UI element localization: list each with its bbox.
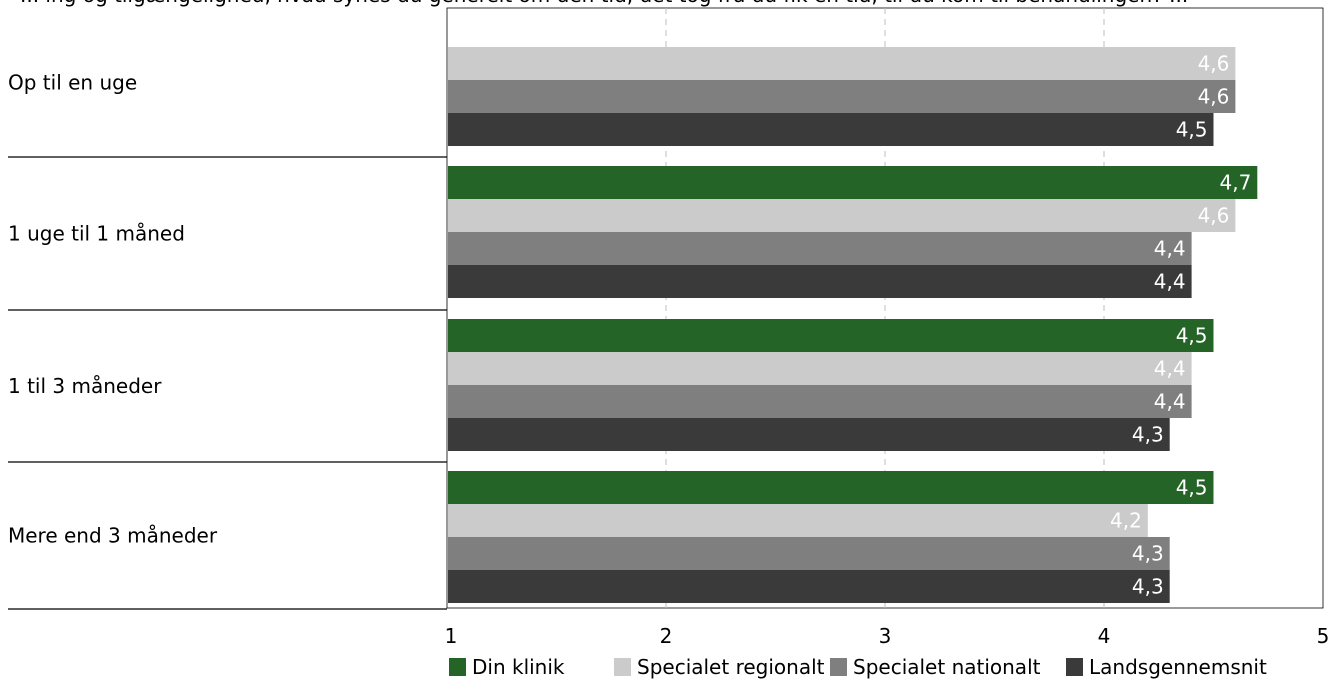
x-tick-label-5: 5 [1317, 624, 1330, 648]
data-label: 4,5 [1176, 476, 1208, 500]
legend-swatch-landsgennemsnit [1066, 658, 1083, 676]
bar-specialet-regionalt [448, 352, 1192, 385]
bar-specialet-regionalt [448, 504, 1148, 537]
legend-swatch-din-klinik [449, 658, 466, 676]
data-label: 4,5 [1176, 118, 1208, 142]
legend-label-specialet-regionalt: Specialet regionalt [637, 655, 825, 679]
legend-label-specialet-nationalt: Specialet nationalt [853, 655, 1041, 679]
x-tick-label-3: 3 [879, 624, 892, 648]
bar-specialet-nationalt [448, 385, 1192, 418]
bar-specialet-nationalt [448, 232, 1192, 265]
data-label: 4,5 [1176, 324, 1208, 348]
bar-specialet-regionalt [448, 47, 1236, 80]
bar-specialet-regionalt [448, 199, 1236, 232]
data-label: 4,3 [1132, 423, 1164, 447]
bar-din-klinik [448, 471, 1214, 504]
bar-landsgennemsnit [448, 265, 1192, 298]
data-label: 4,3 [1132, 542, 1164, 566]
data-label: 4,4 [1154, 270, 1186, 294]
bar-din-klinik [448, 319, 1214, 352]
bar-din-klinik [448, 166, 1258, 199]
data-label: 4,6 [1198, 204, 1230, 228]
bar-landsgennemsnit [448, 570, 1170, 603]
x-tick-label-4: 4 [1098, 624, 1111, 648]
legend-label-din-klinik: Din klinik [472, 655, 565, 679]
category-label: Op til en uge [8, 71, 137, 95]
legend-swatch-specialet-nationalt [830, 658, 847, 676]
bar-specialet-nationalt [448, 537, 1170, 570]
data-label: 4,4 [1154, 357, 1186, 381]
data-label: 4,7 [1219, 171, 1251, 195]
data-label: 4,2 [1110, 509, 1142, 533]
bar-specialet-nationalt [448, 80, 1236, 113]
category-label: 1 uge til 1 måned [8, 222, 185, 246]
legend-label-landsgennemsnit: Landsgennemsnit [1089, 655, 1267, 679]
data-label: 4,3 [1132, 575, 1164, 599]
legend-swatch-specialet-regionalt [614, 658, 631, 676]
x-tick-label-2: 2 [660, 624, 673, 648]
bar-landsgennemsnit [448, 418, 1170, 451]
data-label: 4,6 [1198, 85, 1230, 109]
x-tick-label-1: 1 [445, 624, 458, 648]
data-label: 4,4 [1154, 390, 1186, 414]
data-label: 4,6 [1198, 52, 1230, 76]
chart-title-fragment: ... ing og tilgængelighed, hvad synes du… [20, 0, 1188, 7]
category-label: Mere end 3 måneder [8, 524, 218, 548]
data-label: 4,4 [1154, 237, 1186, 261]
category-label: 1 til 3 måneder [8, 374, 162, 398]
bar-landsgennemsnit [448, 113, 1214, 146]
